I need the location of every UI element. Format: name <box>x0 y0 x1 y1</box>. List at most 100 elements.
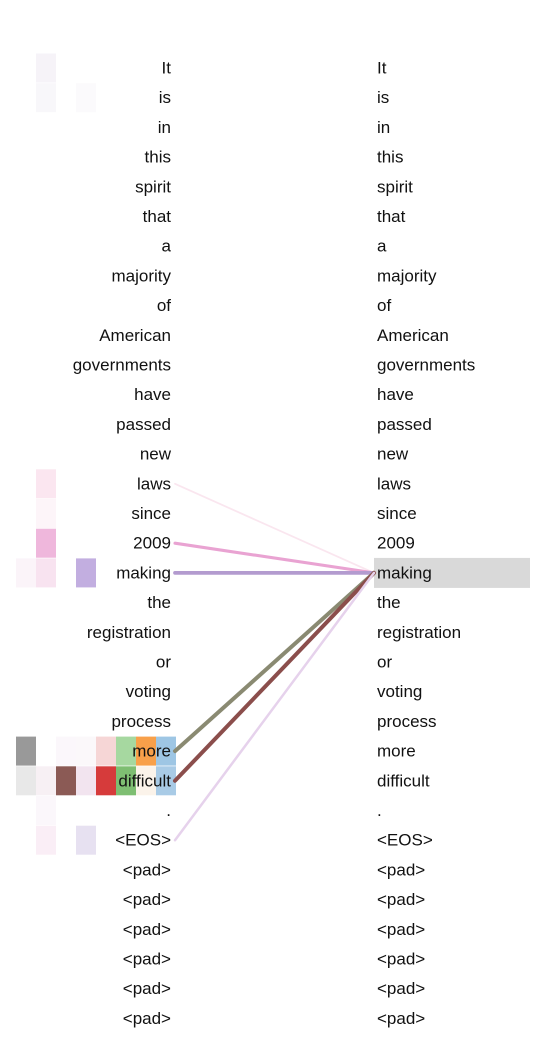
left-token[interactable]: process <box>111 712 171 731</box>
left-token[interactable]: <pad> <box>123 920 171 939</box>
head-color-cells <box>16 53 176 855</box>
left-token[interactable]: or <box>156 653 171 672</box>
left-token[interactable]: this <box>145 148 171 167</box>
head-cell <box>16 736 36 766</box>
right-token[interactable]: difficult <box>377 771 430 790</box>
right-token[interactable]: process <box>377 712 437 731</box>
right-token[interactable]: the <box>377 593 401 612</box>
attention-links <box>173 482 376 842</box>
selected-token-box <box>374 557 530 588</box>
right-token[interactable]: It <box>377 59 387 78</box>
attention-link[interactable] <box>173 571 376 842</box>
right-token[interactable]: <pad> <box>377 920 425 939</box>
head-cell <box>76 558 96 588</box>
left-token[interactable]: have <box>134 385 171 404</box>
left-token[interactable]: American <box>99 326 171 345</box>
attention-link[interactable] <box>174 482 375 574</box>
left-token[interactable]: is <box>159 88 171 107</box>
head-cell <box>96 766 116 796</box>
left-token[interactable]: more <box>132 742 171 761</box>
left-token[interactable]: laws <box>137 474 171 493</box>
head-cell <box>36 499 56 528</box>
left-token[interactable]: <EOS> <box>115 831 171 850</box>
head-cell <box>36 796 56 825</box>
right-token[interactable]: have <box>377 385 414 404</box>
right-token[interactable]: this <box>377 148 403 167</box>
left-token[interactable]: difficult <box>118 771 171 790</box>
left-token[interactable]: <pad> <box>123 979 171 998</box>
left-token[interactable]: passed <box>116 415 171 434</box>
left-token[interactable]: It <box>162 59 172 78</box>
left-token[interactable]: <pad> <box>123 860 171 879</box>
right-token-column: It is in this spirit that a majority of American g… <box>377 59 475 1028</box>
right-token[interactable]: new <box>377 445 409 464</box>
right-token[interactable]: American <box>377 326 449 345</box>
right-token[interactable]: of <box>377 296 391 315</box>
attention-link[interactable] <box>173 570 376 783</box>
right-token[interactable]: laws <box>377 474 411 493</box>
right-token[interactable]: <pad> <box>377 950 425 969</box>
head-cell <box>16 558 36 588</box>
left-token[interactable]: majority <box>111 266 171 285</box>
head-cell <box>36 766 56 796</box>
left-token[interactable]: that <box>143 207 172 226</box>
selected-token-highlight <box>374 557 530 588</box>
left-token-column: It is in this spirit that a majority of American g… <box>73 59 172 1028</box>
right-token[interactable]: in <box>377 118 390 137</box>
right-token[interactable]: <pad> <box>377 890 425 909</box>
head-cell <box>116 736 136 766</box>
right-token[interactable]: <pad> <box>377 1009 425 1028</box>
right-token[interactable]: <EOS> <box>377 831 433 850</box>
left-token[interactable]: voting <box>126 682 171 701</box>
head-cell <box>56 766 76 796</box>
right-token[interactable]: registration <box>377 623 461 642</box>
left-token[interactable]: registration <box>87 623 171 642</box>
right-token[interactable]: voting <box>377 682 422 701</box>
head-cell <box>76 736 96 766</box>
head-cell <box>76 83 96 113</box>
head-cell <box>96 736 116 766</box>
right-token[interactable]: governments <box>377 356 475 375</box>
right-token[interactable]: majority <box>377 266 437 285</box>
right-token[interactable]: <pad> <box>377 860 425 879</box>
head-cell <box>136 736 156 766</box>
right-token[interactable]: . <box>377 801 382 820</box>
right-token[interactable]: a <box>377 237 387 256</box>
head-cell <box>156 736 176 766</box>
head-cell <box>36 825 56 855</box>
left-token[interactable]: 2009 <box>133 534 171 553</box>
left-token[interactable]: governments <box>73 356 171 375</box>
right-token[interactable]: <pad> <box>377 979 425 998</box>
right-token[interactable]: making <box>377 563 432 582</box>
head-cell <box>136 766 156 796</box>
left-token[interactable]: new <box>140 445 172 464</box>
right-token[interactable]: or <box>377 653 392 672</box>
right-token[interactable]: spirit <box>377 177 413 196</box>
attention-link[interactable] <box>173 570 376 754</box>
head-cell <box>76 766 96 796</box>
right-token[interactable]: passed <box>377 415 432 434</box>
left-token[interactable]: <pad> <box>123 890 171 909</box>
head-cell <box>56 736 76 766</box>
left-token[interactable]: <pad> <box>123 950 171 969</box>
left-token[interactable]: making <box>116 563 171 582</box>
right-token[interactable]: that <box>377 207 406 226</box>
left-token[interactable]: . <box>166 801 171 820</box>
left-token[interactable]: of <box>157 296 171 315</box>
head-cell <box>16 766 36 796</box>
attention-link[interactable] <box>173 541 376 575</box>
left-token[interactable]: <pad> <box>123 1009 171 1028</box>
left-token[interactable]: the <box>147 593 171 612</box>
left-token[interactable]: in <box>158 118 171 137</box>
head-cell <box>36 469 56 499</box>
right-token[interactable]: is <box>377 88 389 107</box>
right-token[interactable]: 2009 <box>377 534 415 553</box>
left-token[interactable]: a <box>162 237 172 256</box>
left-token[interactable]: spirit <box>135 177 171 196</box>
head-cell <box>36 558 56 588</box>
head-cell <box>36 83 56 113</box>
left-token[interactable]: since <box>131 504 171 523</box>
right-token[interactable]: more <box>377 742 416 761</box>
right-token[interactable]: since <box>377 504 417 523</box>
